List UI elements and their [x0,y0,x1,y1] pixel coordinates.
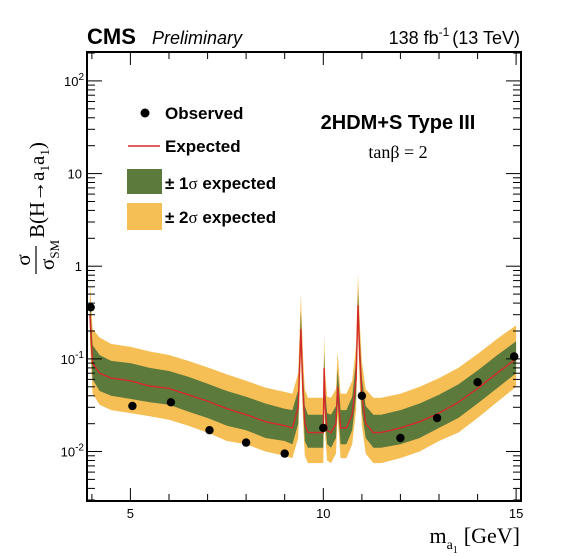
y-tick-label: 1 [75,259,82,274]
y-tick-label: 10 [68,167,82,182]
status-label: Preliminary [152,28,243,48]
x-tick-label: 15 [509,506,523,521]
legend-observed-label: Observed [165,104,243,123]
y-axis-label: σ σSM B(H→a1a1) [11,142,62,274]
observed-point [357,391,367,400]
legend: Observed Expected ± 1σ expected ± 2σ exp… [127,104,276,230]
legend-band1-label: ± 1σ expected [165,174,276,193]
x-axis-label: ma1[GeV] [429,523,520,556]
expected-line [89,305,517,434]
legend-observed-marker [140,108,150,118]
y-label-numerator: σ [11,254,35,265]
legend-band2-swatch [127,203,162,230]
observed-point [510,352,519,361]
expected-layer [89,305,517,434]
observed-point [86,303,95,312]
observed-point [241,438,251,447]
observed-point [473,378,482,387]
legend-band2-label: ± 2σ expected [165,208,276,227]
band-1sigma [89,289,517,448]
observed-point [128,401,137,411]
legend-expected-label: Expected [165,137,241,156]
lumi-label: 138 fb-1 (13 TeV) [389,25,520,48]
observed-point [205,426,214,435]
bands-layer [89,274,517,464]
experiment-label: CMS [87,24,136,49]
observed-point [319,423,328,433]
x-tick-label: 5 [127,506,134,521]
model-param: tanβ = 2 [368,142,427,162]
y-label-rest: B(H→a1a1) [25,142,52,238]
model-name: 2HDM+S Type III [321,112,476,134]
y-label-denominator: σSM [35,239,62,270]
observed-point [166,398,176,407]
plot-frame [86,51,522,502]
y-tick-label: 10-2 [61,443,85,460]
x-tick-label: 10 [316,506,330,521]
observed-point [280,449,289,458]
observed-point [432,413,442,423]
legend-band1-swatch [127,169,162,194]
y-tick-label: 102 [64,72,84,89]
y-tick-label: 10-1 [61,350,85,367]
ticks-layer: 5 10 15 10-2 10-1 1 10 102 [61,52,523,521]
observed-point [396,433,405,443]
observed-layer [86,303,519,458]
